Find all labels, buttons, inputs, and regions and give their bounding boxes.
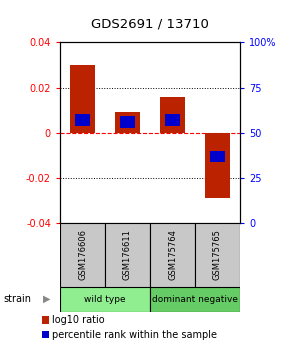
Text: wild type: wild type [84, 295, 126, 304]
Bar [115, 113, 140, 133]
Bar [70, 65, 95, 133]
Text: percentile rank within the sample: percentile rank within the sample [52, 330, 217, 339]
Bar [150, 287, 240, 312]
Bar [60, 287, 150, 312]
Bar [205, 133, 230, 198]
Text: GSM175764: GSM175764 [168, 229, 177, 280]
Bar [60, 223, 105, 287]
Bar [195, 223, 240, 287]
Bar [120, 116, 135, 127]
Text: GSM176606: GSM176606 [78, 229, 87, 280]
Bar [105, 223, 150, 287]
Bar [75, 114, 90, 126]
Text: GSM176611: GSM176611 [123, 229, 132, 280]
Text: ▶: ▶ [43, 294, 50, 304]
Text: GSM175765: GSM175765 [213, 229, 222, 280]
Bar [150, 223, 195, 287]
Bar [165, 114, 180, 126]
Text: log10 ratio: log10 ratio [52, 315, 104, 325]
Text: strain: strain [3, 294, 31, 304]
Text: GDS2691 / 13710: GDS2691 / 13710 [91, 17, 209, 30]
Text: dominant negative: dominant negative [152, 295, 238, 304]
Bar [160, 97, 185, 133]
Bar [210, 150, 225, 162]
